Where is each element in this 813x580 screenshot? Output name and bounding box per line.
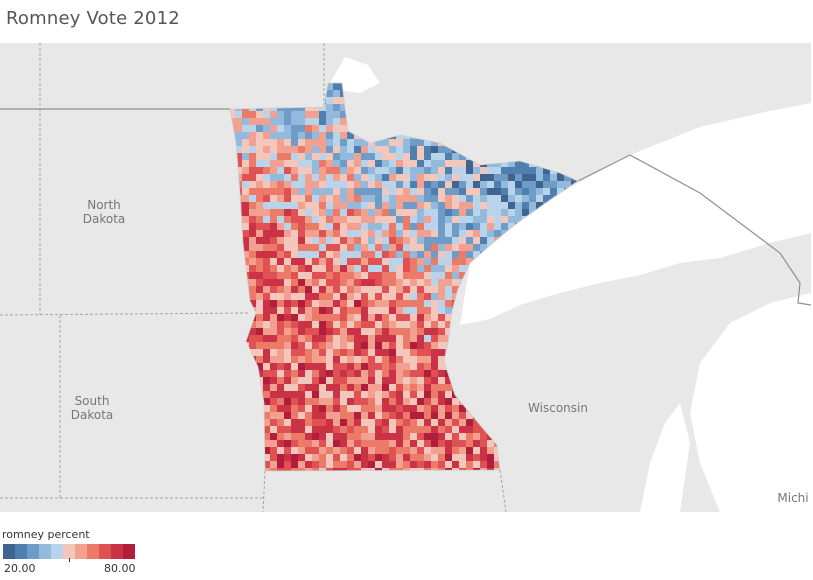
label-south-dakota-1: South (75, 394, 110, 408)
state-borders (0, 43, 507, 512)
legend-swatch-7 (87, 544, 99, 559)
legend-swatch-10 (123, 544, 135, 559)
legend-swatch-2 (27, 544, 39, 559)
canada-border (0, 108, 811, 306)
label-north-dakota-2: Dakota (83, 212, 126, 226)
chart-title: Romney Vote 2012 (6, 8, 180, 29)
map-view[interactable]: North Dakota South Dakota Wisconsin Mich… (0, 43, 811, 512)
legend-midpoint-tick (69, 558, 70, 562)
lake-superior (460, 103, 811, 325)
label-michigan: Michi (777, 491, 808, 505)
legend-swatch-5 (63, 544, 75, 559)
label-wisconsin: Wisconsin (528, 401, 588, 415)
legend-title: romney percent (2, 528, 90, 541)
label-south-dakota-2: Dakota (71, 408, 114, 422)
legend-max-label: 80.00 (104, 562, 136, 575)
legend-swatch-9 (111, 544, 123, 559)
legend-color-ramp (3, 544, 135, 559)
legend-swatch-6 (75, 544, 87, 559)
choropleth-map[interactable]: North Dakota South Dakota Wisconsin Mich… (0, 43, 811, 512)
lake-michigan (690, 293, 811, 512)
legend-swatch-3 (39, 544, 51, 559)
legend-swatch-4 (51, 544, 63, 559)
legend-swatch-1 (15, 544, 27, 559)
green-bay (640, 403, 690, 512)
legend-swatch-8 (99, 544, 111, 559)
legend-min-label: 20.00 (4, 562, 36, 575)
label-north-dakota-1: North (87, 198, 121, 212)
legend-swatch-0 (3, 544, 15, 559)
